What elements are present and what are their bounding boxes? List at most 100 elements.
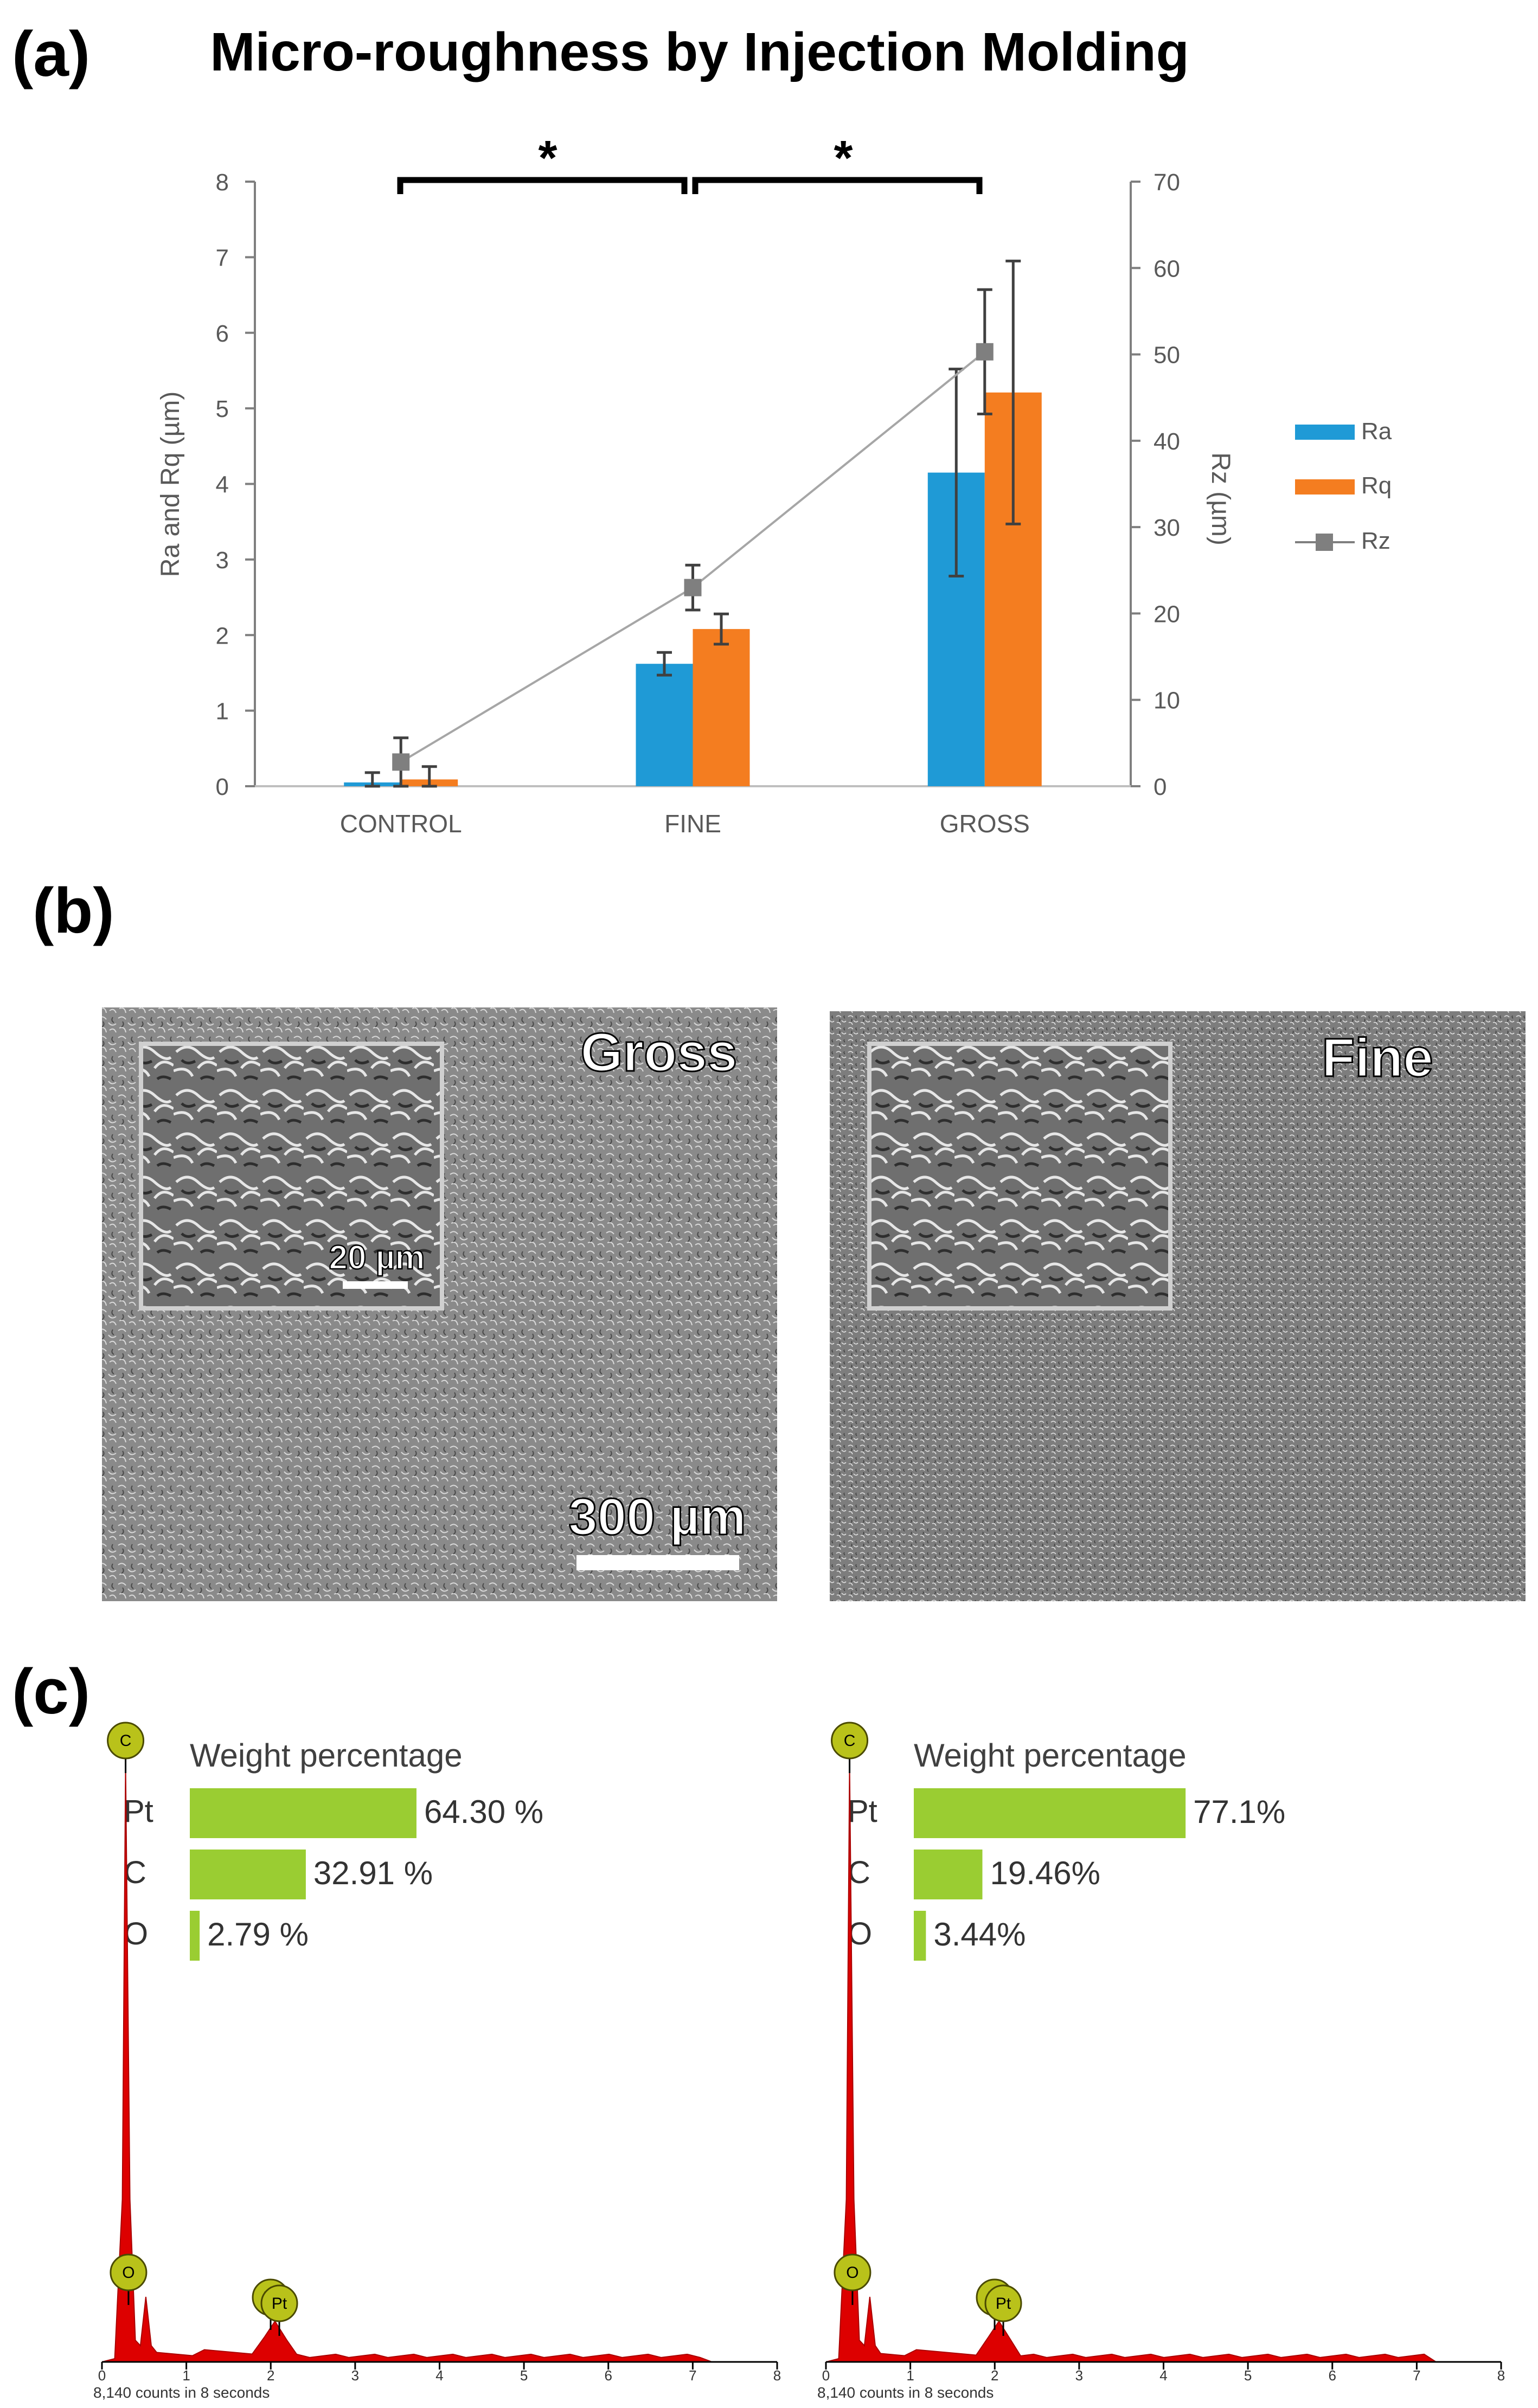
bar-ra-fine: [636, 664, 693, 786]
chart-title: Micro-roughness by Injection Molding: [210, 22, 1189, 82]
y-tick-label-right: 0: [1154, 774, 1167, 800]
legend-swatch-rq: [1295, 479, 1355, 495]
y2-axis-label: Rz (µm): [1206, 452, 1235, 545]
y-tick-label-right: 40: [1154, 428, 1180, 455]
weight-value-pt: 64.30 %: [424, 1794, 543, 1830]
weight-value-pt: 77.1%: [1193, 1794, 1285, 1830]
spectrum-tick-label: 6: [1329, 2367, 1336, 2384]
spectrum-tick-label: 8: [773, 2367, 781, 2384]
eds-right: Weight percentage Pt 77.1% C 19.46% O 3.44% 0 1 2…: [817, 1722, 1505, 2401]
spectrum-trace: [101, 1765, 713, 2362]
y-tick-label-left: 2: [216, 622, 229, 649]
sem-label-fine: Fine: [1322, 1028, 1433, 1088]
weight-bar-pt: [190, 1788, 416, 1838]
significance-bracket-2: [692, 177, 983, 194]
legend-label-ra: Ra: [1361, 418, 1392, 445]
weight-title: Weight percentage: [190, 1737, 463, 1774]
y-tick-label-right: 30: [1154, 515, 1180, 541]
spectrum-tick-label: 0: [822, 2367, 830, 2384]
spectrum-tick-label: 3: [351, 2367, 359, 2384]
peak-marker-pt: [260, 2284, 298, 2322]
element-label-pt: Pt: [124, 1794, 153, 1829]
spectrum-tick-label: 2: [991, 2367, 998, 2384]
peak-label-pt: Pt: [996, 2295, 1011, 2313]
y-tick-label-right: 60: [1154, 255, 1180, 282]
spectrum-tick-label: 1: [182, 2367, 190, 2384]
weight-value-o: 2.79 %: [207, 1916, 309, 1953]
weight-title: Weight percentage: [914, 1737, 1187, 1774]
inset-scale-bar: [343, 1281, 408, 1289]
spectrum-tick-label: 3: [1075, 2367, 1083, 2384]
y-tick-label-left: 3: [216, 547, 229, 574]
y-tick-label-right: 20: [1154, 601, 1180, 627]
peak-label-c: C: [120, 1732, 132, 1750]
sem-fine-inset: [867, 1042, 1172, 1311]
significance-star-2: *: [834, 131, 853, 185]
panel-label-b: (b): [33, 875, 114, 947]
spectrum-tick-label: 4: [435, 2367, 443, 2384]
peak-marker-o: [110, 2253, 148, 2291]
peak-marker-c: [107, 1722, 145, 1760]
category-label: CONTROL: [340, 810, 462, 838]
main-scale-label: 300 µm: [568, 1488, 746, 1546]
legend-marker-rz: [1316, 534, 1333, 551]
y-tick-label-right: 70: [1154, 169, 1180, 196]
spectrum-tick-label: 5: [1244, 2367, 1252, 2384]
category-label: FINE: [664, 810, 721, 838]
weight-value-c: 19.46%: [990, 1855, 1100, 1891]
y-tick-label-left: 1: [216, 698, 229, 725]
element-label-pt: Pt: [848, 1794, 877, 1829]
weight-bar-c: [914, 1850, 983, 1899]
y-tick-label-right: 10: [1154, 688, 1180, 714]
peak-marker-pt: [984, 2284, 1022, 2322]
spectrum-tick-label: 7: [1413, 2367, 1420, 2384]
panel-label-a: (a): [12, 18, 90, 90]
legend: Ra Rq Rz: [1295, 418, 1392, 554]
panel-label-c: (c): [12, 1656, 90, 1728]
spectrum-tick-label: 4: [1159, 2367, 1167, 2384]
weight-bar-o: [914, 1911, 926, 1961]
y-tick-label-left: 5: [216, 396, 229, 422]
legend-label-rq: Rq: [1361, 472, 1392, 499]
legend-swatch-ra: [1295, 425, 1355, 440]
spectrum-tick-label: 7: [689, 2367, 696, 2384]
category-label: GROSS: [940, 810, 1030, 838]
weight-value-o: 3.44%: [933, 1916, 1026, 1953]
inset-scale-label: 20 µm: [329, 1239, 425, 1276]
bar-rq-fine: [693, 629, 750, 786]
peak-marker-c: [831, 1722, 869, 1760]
sem-image-gross: 20 µm Gross 300 µm: [102, 1007, 777, 1601]
significance-bracket-1: [397, 177, 688, 194]
spectrum-tick-label: 5: [520, 2367, 528, 2384]
significance-star-1: *: [538, 131, 557, 185]
peak-marker-o: [834, 2253, 871, 2291]
weight-bar-o: [190, 1911, 200, 1961]
sem-image-fine: Fine: [830, 1011, 1526, 1601]
spectrum-tick-label: 1: [906, 2367, 914, 2384]
y-tick-label-left: 4: [216, 472, 229, 498]
peak-label-c: C: [844, 1732, 856, 1750]
y-tick-label-left: 7: [216, 245, 229, 271]
y-tick-label-right: 50: [1154, 342, 1180, 369]
element-label-c: C: [124, 1855, 146, 1890]
y-axis-label: Ra and Rq (µm): [156, 391, 185, 577]
spectrum-tick-label: 2: [267, 2367, 274, 2384]
sem-label-gross: Gross: [580, 1022, 737, 1083]
y-tick-label-left: 0: [216, 774, 229, 800]
rz-point: [976, 343, 994, 361]
spectrum-footer: 8,140 counts in 8 seconds: [93, 2384, 270, 2401]
spectrum-tick-label: 6: [605, 2367, 612, 2384]
spectrum-footer: 8,140 counts in 8 seconds: [817, 2384, 994, 2401]
spectrum-trace: [825, 1765, 1438, 2362]
legend-label-rz: Rz: [1361, 528, 1390, 554]
main-scale-bar: [576, 1555, 739, 1570]
spectrum-tick-label: 8: [1497, 2367, 1505, 2384]
weight-value-c: 32.91 %: [313, 1855, 433, 1891]
weight-bar-c: [190, 1850, 306, 1899]
sem-gross-inset: [139, 1042, 444, 1311]
roughness-chart: Micro-roughness by Injection Molding 0 1 2…: [156, 22, 1392, 838]
rz-point: [684, 579, 702, 596]
peak-label-o: O: [846, 2264, 858, 2282]
y-tick-label-left: 6: [216, 320, 229, 347]
